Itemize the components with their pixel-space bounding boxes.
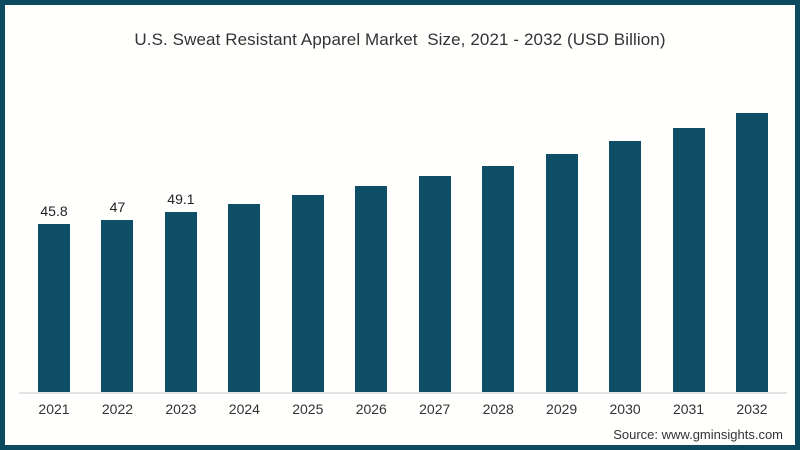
- bar-column-2021: 45.8 2021: [38, 60, 70, 417]
- x-tick-label: 2024: [228, 401, 260, 417]
- x-tick-label: 2028: [482, 401, 514, 417]
- bar-2023: [164, 212, 197, 392]
- bar-2021: [38, 224, 70, 392]
- x-tick-label: 2025: [292, 401, 324, 417]
- bar-2025: [291, 195, 324, 392]
- bar-column-2030: 2030: [609, 60, 642, 417]
- bar-2029: [545, 154, 578, 392]
- bar-column-2031: 2031: [672, 60, 705, 417]
- bar-2027: [418, 175, 451, 392]
- bar-2031: [672, 128, 705, 392]
- x-tick-label: 2031: [672, 401, 705, 417]
- bar-column-2024: 2024: [228, 60, 261, 417]
- bar-2028: [482, 166, 515, 392]
- bar-column-2026: 2026: [355, 60, 388, 417]
- bar-2022: [101, 219, 134, 392]
- bar-2024: [228, 203, 261, 392]
- bar-column-2027: 2027: [418, 60, 451, 417]
- bar-2030: [609, 140, 642, 392]
- bar-column-2032: 2032: [735, 60, 768, 417]
- x-tick-label: 2026: [355, 401, 387, 417]
- chart-title: U.S. Sweat Resistant Apparel Market Size…: [134, 30, 666, 49]
- x-tick-label: 2029: [546, 401, 578, 417]
- x-tick-label: 2032: [736, 401, 768, 417]
- x-tick-label: 2030: [609, 401, 641, 417]
- bar-column-2029: 2029: [545, 60, 578, 417]
- bar-column-2028: 2028: [482, 60, 515, 417]
- x-tick-label: 2027: [419, 401, 451, 417]
- x-axis-line: [19, 392, 787, 394]
- x-tick-label: 2022: [101, 401, 134, 417]
- bar-column-2023: 49.1 2023: [164, 60, 197, 417]
- bar-column-2025: 2025: [291, 60, 324, 417]
- bar-2032: [735, 113, 768, 392]
- bar-2026: [355, 185, 388, 392]
- bar-value-label: 47: [109, 198, 126, 215]
- bar-value-label: 49.1: [167, 191, 195, 208]
- plot-area: 45.8 2021 47 2022 49.1 2023 2024 2025 2026 2027 20…: [38, 60, 768, 417]
- bar-value-label: 45.8: [40, 203, 68, 220]
- bar-column-2022: 47 2022: [101, 60, 134, 417]
- x-tick-label: 2023: [165, 401, 197, 417]
- x-tick-label: 2021: [38, 401, 70, 417]
- source-attribution: Source: www.gminsights.com: [613, 427, 783, 442]
